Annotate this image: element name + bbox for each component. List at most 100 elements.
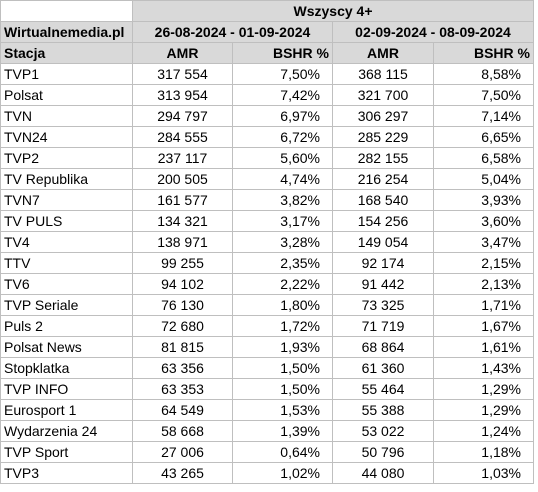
bshr2-cell: 1,24% (433, 420, 534, 442)
amr1-cell: 200 505 (132, 168, 233, 190)
table-row: TVP1 317 554 7,50% 368 115 8,58% (0, 63, 534, 85)
amr2-cell: 149 054 (332, 231, 434, 253)
amr2-cell: 73 325 (332, 294, 434, 316)
table-row: TV4 138 971 3,28% 149 054 3,47% (0, 231, 534, 253)
period1-header: 26-08-2024 - 01-09-2024 (132, 21, 333, 43)
bshr1-cell: 1,02% (232, 462, 333, 484)
bshr1-cell: 5,60% (232, 147, 333, 169)
bshr1-cell: 0,64% (232, 441, 333, 463)
station-cell: Eurosport 1 (0, 399, 133, 421)
bshr2-cell: 2,13% (433, 273, 534, 295)
bshr2-cell: 2,15% (433, 252, 534, 274)
table-row: TV Republika 200 505 4,74% 216 254 5,04% (0, 168, 534, 190)
table-row: Wydarzenia 24 58 668 1,39% 53 022 1,24% (0, 420, 534, 442)
station-cell: TVN (0, 105, 133, 127)
table-row: TV PULS 134 321 3,17% 154 256 3,60% (0, 210, 534, 232)
table-row: TVN 294 797 6,97% 306 297 7,14% (0, 105, 534, 127)
column-header-bshr2: BSHR % (433, 42, 534, 64)
bshr1-cell: 1,80% (232, 294, 333, 316)
column-header-row: Stacja AMR BSHR % AMR BSHR % (0, 42, 534, 64)
bshr1-cell: 1,50% (232, 378, 333, 400)
column-header-amr2: AMR (332, 42, 434, 64)
table-row: TV6 94 102 2,22% 91 442 2,13% (0, 273, 534, 295)
bshr2-cell: 8,58% (433, 63, 534, 85)
amr1-cell: 317 554 (132, 63, 233, 85)
header-blank-cell (0, 0, 133, 22)
amr1-cell: 43 265 (132, 462, 233, 484)
bshr2-cell: 1,67% (433, 315, 534, 337)
bshr2-cell: 3,93% (433, 189, 534, 211)
amr2-cell: 68 864 (332, 336, 434, 358)
bshr2-cell: 1,29% (433, 399, 534, 421)
amr2-cell: 285 229 (332, 126, 434, 148)
station-cell: TVP2 (0, 147, 133, 169)
station-cell: TV PULS (0, 210, 133, 232)
bshr1-cell: 1,93% (232, 336, 333, 358)
amr2-cell: 50 796 (332, 441, 434, 463)
amr2-cell: 92 174 (332, 252, 434, 274)
station-cell: Polsat News (0, 336, 133, 358)
station-cell: Puls 2 (0, 315, 133, 337)
column-header-station: Stacja (0, 42, 133, 64)
bshr2-cell: 7,14% (433, 105, 534, 127)
amr2-cell: 71 719 (332, 315, 434, 337)
bshr2-cell: 7,50% (433, 84, 534, 106)
bshr1-cell: 3,17% (232, 210, 333, 232)
station-cell: TVN24 (0, 126, 133, 148)
bshr1-cell: 2,35% (232, 252, 333, 274)
amr2-cell: 321 700 (332, 84, 434, 106)
bshr1-cell: 1,53% (232, 399, 333, 421)
amr2-cell: 53 022 (332, 420, 434, 442)
amr2-cell: 154 256 (332, 210, 434, 232)
amr1-cell: 76 130 (132, 294, 233, 316)
table-row: Puls 2 72 680 1,72% 71 719 1,67% (0, 315, 534, 337)
station-cell: TV4 (0, 231, 133, 253)
bshr1-cell: 1,50% (232, 357, 333, 379)
bshr1-cell: 3,28% (232, 231, 333, 253)
table-row: Eurosport 1 64 549 1,53% 55 388 1,29% (0, 399, 534, 421)
bshr2-cell: 1,03% (433, 462, 534, 484)
station-cell: TV Republika (0, 168, 133, 190)
station-cell: TVP Seriale (0, 294, 133, 316)
amr2-cell: 55 464 (332, 378, 434, 400)
station-cell: Wydarzenia 24 (0, 420, 133, 442)
table-row: TVN24 284 555 6,72% 285 229 6,65% (0, 126, 534, 148)
bshr2-cell: 6,58% (433, 147, 534, 169)
amr1-cell: 161 577 (132, 189, 233, 211)
amr1-cell: 134 321 (132, 210, 233, 232)
amr1-cell: 63 356 (132, 357, 233, 379)
table-row: TVP3 43 265 1,02% 44 080 1,03% (0, 462, 534, 484)
source-label: Wirtualnemedia.pl (0, 21, 133, 43)
bshr1-cell: 1,72% (232, 315, 333, 337)
column-header-bshr1: BSHR % (232, 42, 333, 64)
table-row: TVP2 237 117 5,60% 282 155 6,58% (0, 147, 534, 169)
station-cell: TV6 (0, 273, 133, 295)
amr1-cell: 237 117 (132, 147, 233, 169)
station-cell: TVN7 (0, 189, 133, 211)
column-header-amr1: AMR (132, 42, 233, 64)
station-cell: Polsat (0, 84, 133, 106)
amr1-cell: 94 102 (132, 273, 233, 295)
bshr2-cell: 1,18% (433, 441, 534, 463)
bshr1-cell: 1,39% (232, 420, 333, 442)
amr1-cell: 27 006 (132, 441, 233, 463)
bshr2-cell: 1,71% (433, 294, 534, 316)
table-row: TVN7 161 577 3,82% 168 540 3,93% (0, 189, 534, 211)
amr1-cell: 138 971 (132, 231, 233, 253)
amr1-cell: 313 954 (132, 84, 233, 106)
amr1-cell: 99 255 (132, 252, 233, 274)
bshr2-cell: 1,29% (433, 378, 534, 400)
table-row: TVP Seriale 76 130 1,80% 73 325 1,71% (0, 294, 534, 316)
amr2-cell: 91 442 (332, 273, 434, 295)
ratings-table: Wszyscy 4+ Wirtualnemedia.pl 26-08-2024 … (0, 0, 534, 484)
table-row: TVP Sport 27 006 0,64% 50 796 1,18% (0, 441, 534, 463)
amr1-cell: 81 815 (132, 336, 233, 358)
group-header-row: Wszyscy 4+ (0, 0, 534, 22)
amr2-cell: 368 115 (332, 63, 434, 85)
bshr2-cell: 3,47% (433, 231, 534, 253)
amr2-cell: 55 388 (332, 399, 434, 421)
bshr1-cell: 7,42% (232, 84, 333, 106)
table-row: TVP INFO 63 353 1,50% 55 464 1,29% (0, 378, 534, 400)
bshr2-cell: 1,61% (433, 336, 534, 358)
amr1-cell: 284 555 (132, 126, 233, 148)
